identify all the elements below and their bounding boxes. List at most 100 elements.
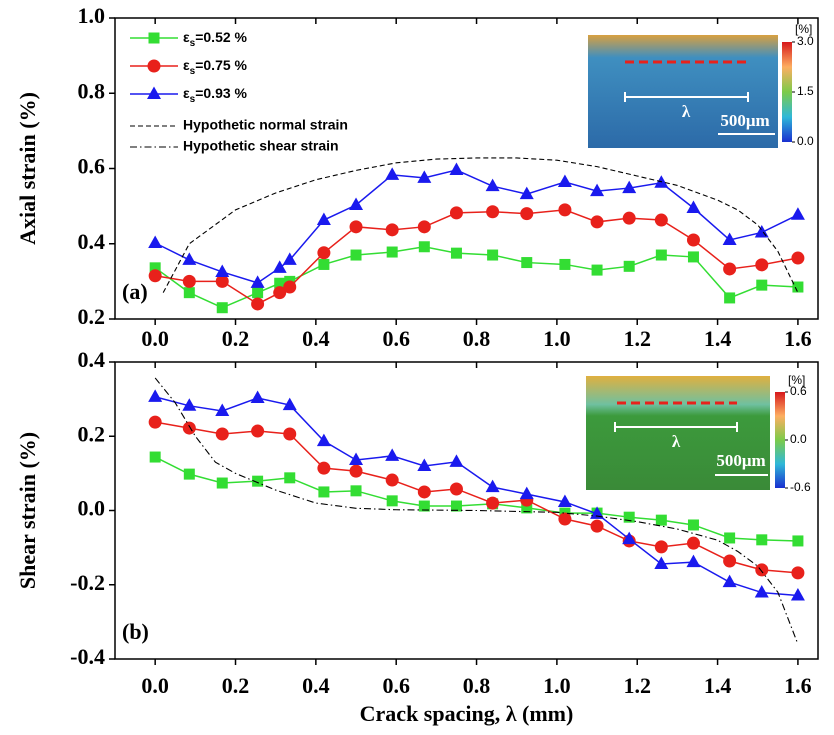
- marker: [755, 258, 768, 271]
- marker: [251, 391, 265, 404]
- legend-label: εs=0.52 %: [183, 29, 248, 49]
- marker: [756, 280, 767, 291]
- marker: [791, 207, 805, 220]
- x-tick-label: 1.4: [704, 673, 732, 698]
- marker: [591, 215, 604, 228]
- legend-label: Hypothetic normal strain: [183, 117, 348, 133]
- marker: [418, 220, 431, 233]
- scale-bar-label: 500μm: [716, 451, 765, 470]
- marker: [149, 416, 162, 429]
- y-tick-label: 0.6: [78, 154, 106, 179]
- marker: [450, 482, 463, 495]
- x-tick-label: 0.6: [382, 326, 410, 351]
- marker: [521, 257, 532, 268]
- scale-bar-label: 500μm: [720, 111, 769, 130]
- marker: [148, 60, 161, 73]
- figure: 0.0 0.2 0.4 0.6 0.8 1.0 1.2 1.4 1.6 0.2 0.4 0.6 0.8 1…: [0, 0, 834, 735]
- x-tick-label: 1.2: [623, 673, 651, 698]
- y-axis-title: Axial strain (%): [15, 92, 40, 245]
- colorbar-label: 0.6: [790, 384, 807, 398]
- x-tick-label: 1.0: [543, 673, 571, 698]
- marker: [723, 554, 736, 567]
- y-tick-label: 0.2: [78, 304, 106, 329]
- y-axis-title: Shear strain (%): [15, 432, 40, 589]
- marker: [724, 292, 735, 303]
- marker: [756, 534, 767, 545]
- marker: [317, 246, 330, 259]
- marker: [755, 225, 769, 238]
- marker: [283, 428, 296, 441]
- marker: [182, 252, 196, 264]
- marker: [449, 454, 463, 467]
- marker: [558, 513, 571, 526]
- marker: [623, 212, 636, 225]
- x-tick-label: 1.2: [623, 326, 651, 351]
- marker: [486, 480, 500, 493]
- marker: [387, 495, 398, 506]
- marker: [149, 269, 162, 282]
- x-tick-label: 0.6: [382, 673, 410, 698]
- marker: [791, 252, 804, 265]
- marker: [486, 205, 499, 218]
- marker: [284, 472, 295, 483]
- marker: [183, 275, 196, 288]
- marker: [184, 469, 195, 480]
- marker: [559, 259, 570, 270]
- marker: [418, 485, 431, 498]
- marker: [486, 497, 499, 510]
- marker: [686, 201, 700, 214]
- marker: [688, 251, 699, 262]
- marker: [654, 556, 668, 569]
- colorbar-label: 3.0: [797, 34, 814, 48]
- marker: [487, 250, 498, 261]
- y-tick-label: -0.2: [70, 570, 105, 595]
- marker: [149, 33, 160, 44]
- panel-label: (b): [122, 619, 149, 644]
- marker: [792, 535, 803, 546]
- series-line: [163, 158, 798, 293]
- marker: [317, 462, 330, 475]
- marker: [686, 555, 700, 568]
- marker: [184, 287, 195, 298]
- marker: [148, 389, 162, 402]
- colorbar-label: 0.0: [790, 432, 807, 446]
- marker: [283, 281, 296, 294]
- marker: [350, 220, 363, 233]
- marker: [217, 302, 228, 313]
- marker: [419, 241, 430, 252]
- x-tick-label: 1.6: [784, 673, 812, 698]
- marker: [386, 474, 399, 487]
- x-axis-title: Crack spacing, λ (mm): [360, 701, 574, 726]
- marker: [150, 452, 161, 463]
- marker: [317, 213, 331, 226]
- series-line: [155, 210, 798, 304]
- marker: [318, 259, 329, 270]
- x-tick-label: 0.8: [463, 673, 491, 698]
- marker: [349, 197, 363, 210]
- x-tick-label: 0.2: [222, 673, 250, 698]
- y-tick-label: 0.2: [78, 421, 106, 446]
- marker: [318, 486, 329, 497]
- y-tick-label: 0.8: [78, 78, 106, 103]
- marker: [252, 287, 263, 298]
- marker: [687, 233, 700, 246]
- marker: [723, 575, 737, 588]
- x-tick-label: 0.4: [302, 673, 330, 698]
- marker: [217, 478, 228, 489]
- x-tick-label: 0.8: [463, 326, 491, 351]
- inset-image: [588, 35, 778, 148]
- marker: [687, 537, 700, 550]
- marker: [385, 448, 399, 461]
- marker: [450, 206, 463, 219]
- marker: [147, 87, 161, 100]
- y-tick-label: 1.0: [78, 3, 106, 28]
- marker: [451, 248, 462, 259]
- marker: [624, 261, 635, 272]
- marker: [791, 566, 804, 579]
- marker: [791, 588, 805, 601]
- marker: [183, 422, 196, 435]
- x-tick-label: 1.4: [704, 326, 732, 351]
- y-tick-label: 0.4: [78, 229, 106, 254]
- marker: [386, 223, 399, 236]
- marker: [148, 235, 162, 248]
